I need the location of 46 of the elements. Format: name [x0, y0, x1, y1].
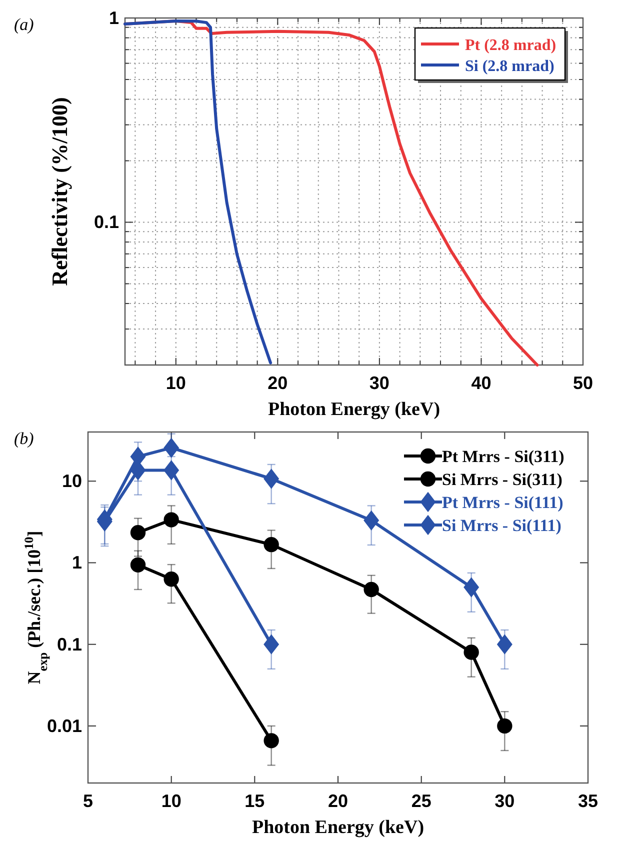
x-tick-label: 10	[161, 791, 182, 811]
x-tick-label: 30	[494, 791, 515, 811]
x-axis-title: Photon Energy (keV)	[268, 399, 440, 420]
x-tick-label: 40	[471, 373, 492, 393]
point	[164, 512, 179, 528]
point	[164, 460, 179, 480]
y-tick-label: 0.01	[46, 716, 82, 736]
point	[464, 578, 479, 598]
point	[130, 525, 146, 540]
point	[164, 438, 179, 458]
x-tick-label: 10	[166, 373, 186, 393]
point	[130, 557, 146, 573]
chart-title: (b)	[14, 429, 34, 448]
point	[364, 510, 379, 530]
y-tick-label: 1	[72, 552, 82, 573]
y-axis-title: Reflectivity (%/100)	[47, 97, 72, 286]
x-tick-label: 20	[328, 791, 348, 811]
chart-title: (a)	[14, 15, 34, 34]
legend-label: Pt (2.8 mrad)	[465, 37, 556, 54]
y-tick-label: 1	[108, 8, 119, 28]
x-tick-label: 50	[572, 373, 594, 393]
point	[264, 469, 279, 488]
legend-label: Si Mrrs - Si(111)	[442, 516, 562, 535]
x-tick-label: 15	[244, 791, 265, 811]
legend-label: Si (2.8 mrad)	[465, 58, 554, 75]
x-tick-label: 30	[369, 373, 390, 393]
point	[264, 536, 279, 552]
x-tick-label: 25	[411, 791, 432, 811]
point	[264, 733, 279, 748]
point	[164, 572, 179, 587]
point	[364, 582, 379, 598]
y-tick-label: 0.1	[94, 212, 119, 232]
point	[497, 634, 512, 654]
y-tick-label: 0.1	[56, 634, 82, 654]
legend-label: Pt Mrrs - Si(311)	[442, 447, 564, 466]
x-tick-label: 5	[82, 791, 94, 811]
point	[264, 634, 279, 654]
y-tick-label: 10	[62, 471, 82, 492]
legend-label: Pt Mrrs - Si(111)	[442, 493, 564, 512]
x-axis-title: Photon Energy (keV)	[252, 817, 424, 838]
point	[497, 718, 512, 734]
line-series	[124, 19, 272, 364]
legend-label: Si Mrrs - Si(311)	[442, 470, 562, 489]
point	[464, 644, 479, 660]
x-tick-label: 35	[578, 791, 598, 811]
x-tick-label: 20	[268, 373, 288, 393]
